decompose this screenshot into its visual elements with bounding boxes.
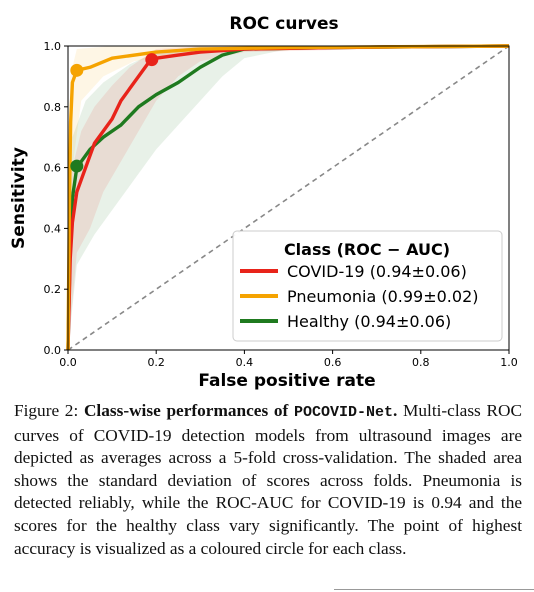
figure-caption: Figure 2: Class-wise performances of POC… xyxy=(14,400,522,560)
x-tick-label: 0.4 xyxy=(236,356,254,369)
caption-lead: Class-wise performances of xyxy=(83,401,294,420)
y-tick-label: 0.2 xyxy=(44,283,62,296)
best-point-0 xyxy=(145,53,159,67)
x-tick-label: 0.6 xyxy=(324,356,342,369)
legend: Class (ROC − AUC) COVID-19 (0.94±0.06) Pn… xyxy=(232,230,503,342)
legend-label-0: COVID-19 (0.94±0.06) xyxy=(287,262,467,281)
roc-line-1 xyxy=(66,44,510,351)
roc-chart: ROC curves 0.0 0.2 0.4 0.6 0.8 1.0 0.00.20.40… xyxy=(9,14,518,391)
y-tick-label: 0.8 xyxy=(44,101,62,114)
x-axis-label: False positive rate xyxy=(198,371,375,391)
roc-line-0 xyxy=(66,44,510,351)
caption-body: Multi-class ROC curves of COVID-19 detec… xyxy=(14,401,523,558)
legend-label-2: Healthy (0.94±0.06) xyxy=(287,312,451,331)
x-axis-ticks: 0.0 0.2 0.4 0.6 0.8 1.0 xyxy=(59,350,518,369)
footnote-rule xyxy=(334,589,534,590)
x-tick-label: 1.0 xyxy=(500,356,518,369)
best-point-1 xyxy=(70,63,84,77)
caption-lead-end: . xyxy=(393,401,398,420)
best-accuracy-markers xyxy=(70,53,159,173)
best-point-2 xyxy=(70,159,84,173)
y-tick-label: 0.4 xyxy=(44,222,62,235)
y-tick-label: 0.0 xyxy=(44,344,62,357)
caption-model-name: POCOVID-Net xyxy=(293,404,393,421)
std-band-2 xyxy=(68,46,509,350)
x-tick-label: 0.0 xyxy=(59,356,77,369)
roc-lines xyxy=(66,44,510,351)
y-tick-label: 1.0 xyxy=(44,40,62,53)
y-tick-label: 0.6 xyxy=(44,162,62,175)
plot-frame xyxy=(67,45,510,351)
x-tick-label: 0.2 xyxy=(147,356,165,369)
legend-label-1: Pneumonia (0.99±0.02) xyxy=(287,287,478,306)
legend-box xyxy=(232,230,503,342)
chart-title: ROC curves xyxy=(229,14,338,34)
std-bands xyxy=(68,46,509,350)
caption-prefix: Figure 2: xyxy=(14,401,84,420)
y-axis-label: Sensitivity xyxy=(9,147,29,249)
x-tick-label: 0.8 xyxy=(412,356,430,369)
y-axis-ticks: 0.0 0.2 0.4 0.6 0.8 1.0 xyxy=(44,40,68,357)
legend-title: Class (ROC − AUC) xyxy=(284,240,450,259)
